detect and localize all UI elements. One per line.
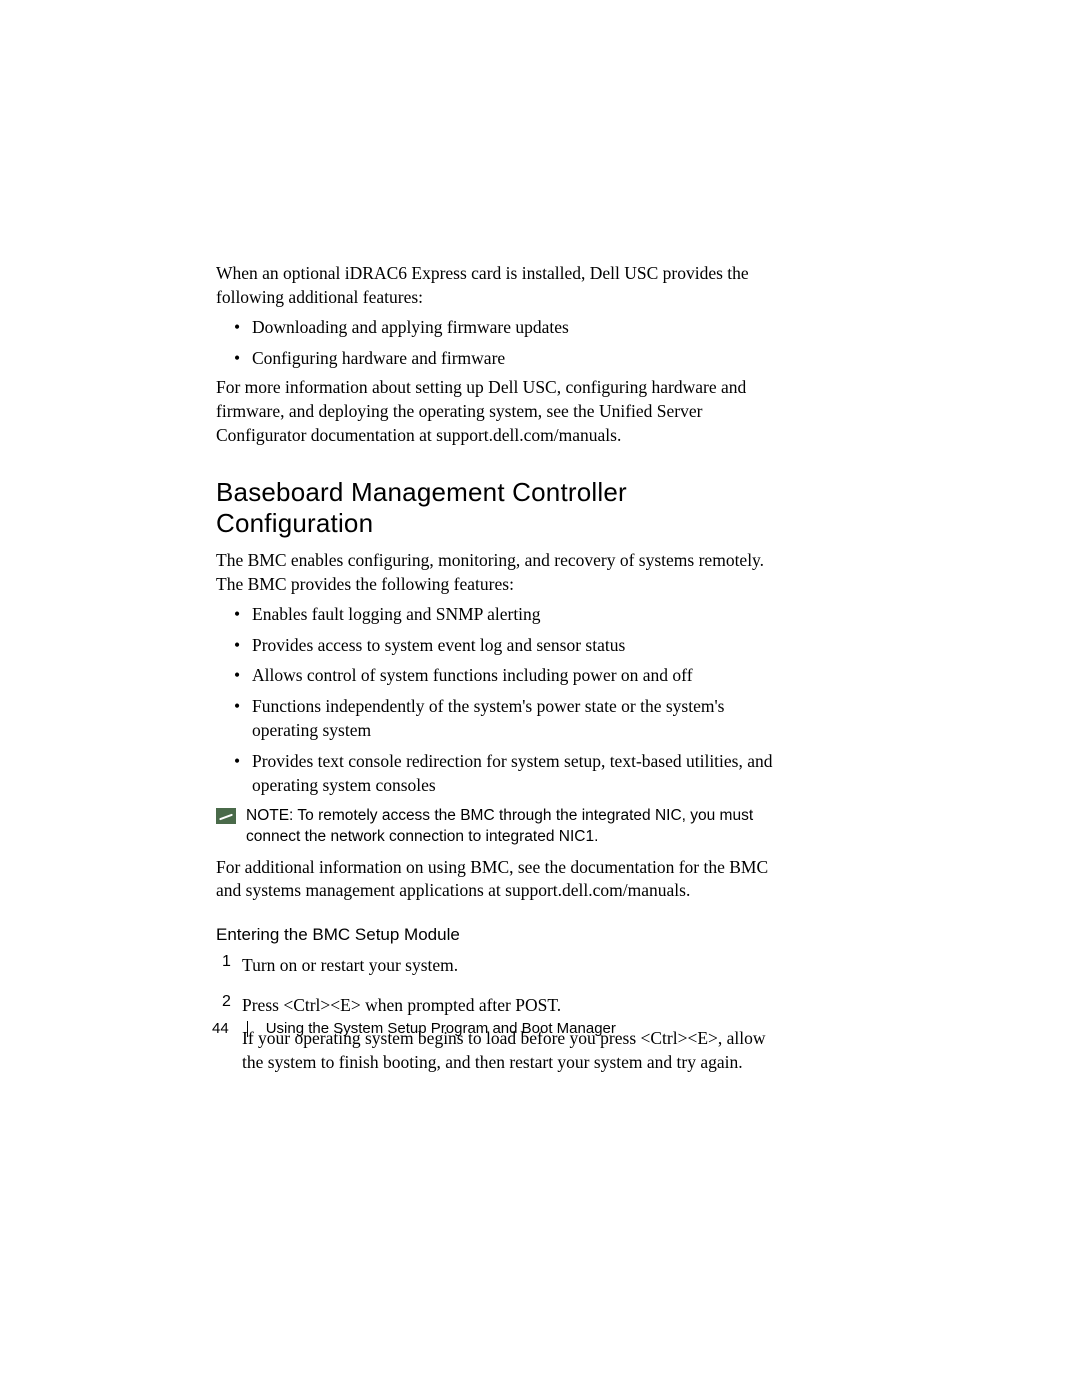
intro-paragraph-1: When an optional iDRAC6 Express card is … <box>216 262 774 309</box>
note-label: NOTE: <box>246 807 293 824</box>
section-paragraph-2: For additional information on using BMC,… <box>216 856 774 903</box>
chapter-title: Using the System Setup Program and Boot … <box>266 1020 616 1037</box>
note-body: To remotely access the BMC through the i… <box>246 807 753 845</box>
footer-separator <box>247 1021 248 1037</box>
list-item: Functions independently of the system's … <box>216 694 774 743</box>
intro-bullet-list: Downloading and applying firmware update… <box>216 315 774 370</box>
list-item: Configuring hardware and firmware <box>216 346 774 371</box>
note-block: NOTE: To remotely access the BMC through… <box>216 806 774 848</box>
section-bullet-list: Enables fault logging and SNMP alerting … <box>216 602 774 798</box>
list-item: Enables fault logging and SNMP alerting <box>216 602 774 627</box>
numbered-item: 1 Turn on or restart your system. <box>216 953 774 986</box>
numbered-list: 1 Turn on or restart your system. 2 Pres… <box>216 953 774 1083</box>
section-heading: Baseboard Management Controller Configur… <box>216 477 774 539</box>
item-text: Press <Ctrl><E> when prompted after POST… <box>242 993 774 1018</box>
page-number: 44 <box>212 1020 229 1037</box>
numbered-item: 2 Press <Ctrl><E> when prompted after PO… <box>216 993 774 1083</box>
page-content: When an optional iDRAC6 Express card is … <box>216 262 774 1091</box>
item-body: Turn on or restart your system. <box>242 953 458 986</box>
item-text: Turn on or restart your system. <box>242 953 458 978</box>
page-footer: 44 Using the System Setup Program and Bo… <box>212 1020 616 1037</box>
item-number: 1 <box>216 953 242 986</box>
list-item: Provides text console redirection for sy… <box>216 749 774 798</box>
intro-paragraph-2: For more information about setting up De… <box>216 376 774 447</box>
item-number: 2 <box>216 993 242 1083</box>
subsection-heading: Entering the BMC Setup Module <box>216 925 774 945</box>
section-paragraph-1: The BMC enables configuring, monitoring,… <box>216 549 774 596</box>
note-icon <box>216 808 236 824</box>
list-item: Provides access to system event log and … <box>216 633 774 658</box>
list-item: Allows control of system functions inclu… <box>216 663 774 688</box>
item-body: Press <Ctrl><E> when prompted after POST… <box>242 993 774 1083</box>
note-text: NOTE: To remotely access the BMC through… <box>246 806 774 848</box>
list-item: Downloading and applying firmware update… <box>216 315 774 340</box>
